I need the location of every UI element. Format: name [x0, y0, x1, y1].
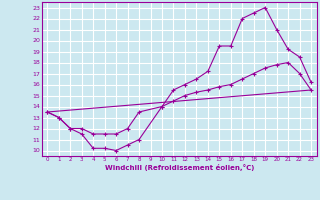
X-axis label: Windchill (Refroidissement éolien,°C): Windchill (Refroidissement éolien,°C)	[105, 164, 254, 171]
